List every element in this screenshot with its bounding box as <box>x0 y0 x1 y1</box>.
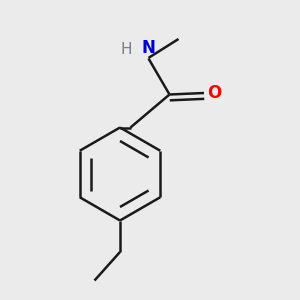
Text: N: N <box>142 39 155 57</box>
Text: H: H <box>121 42 132 57</box>
Text: O: O <box>208 84 222 102</box>
